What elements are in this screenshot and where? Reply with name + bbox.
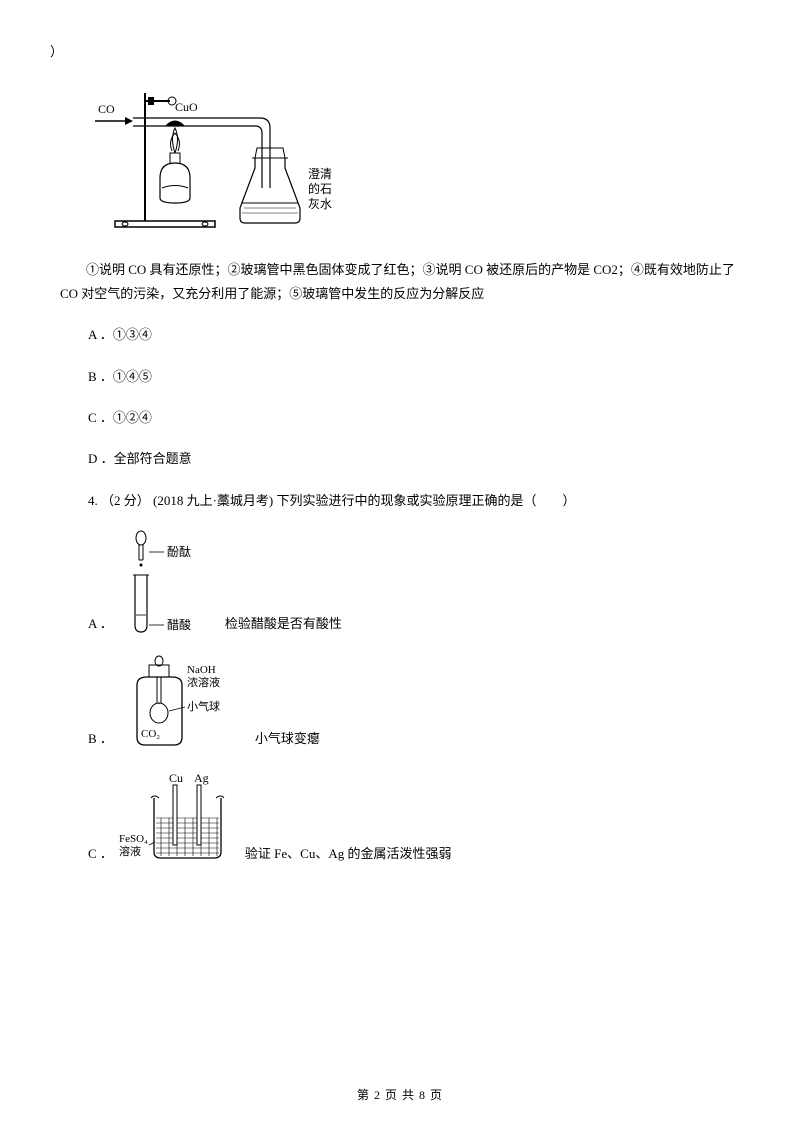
co-label: CO xyxy=(98,102,115,116)
svg-text:浓溶液: 浓溶液 xyxy=(187,675,220,689)
diagram-co-cuo: CO CuO 澄清 xyxy=(90,83,740,233)
opt-b-text: 小气球变瘪 xyxy=(255,727,320,750)
svg-text:小气球: 小气球 xyxy=(187,699,220,713)
svg-text:CO₂: CO₂ xyxy=(141,728,160,740)
opt-a-text: 检验醋酸是否有酸性 xyxy=(225,612,342,635)
q3-option-c: C ．①②④ xyxy=(88,406,740,429)
svg-text:酚酞: 酚酞 xyxy=(167,544,191,559)
page-footer: 第 2 页 共 8 页 xyxy=(0,1085,800,1107)
q4-option-b: B ． CO₂ NaOH 浓溶液 小气球 小气球变瘪 xyxy=(88,655,740,750)
lime-label-1: 澄清 xyxy=(308,166,332,181)
svg-text:溶液: 溶液 xyxy=(119,844,141,858)
svg-text:NaOH: NaOH xyxy=(187,664,216,676)
statements-text: ①说明 CO 具有还原性；②玻璃管中黑色固体变成了红色；③说明 CO 被还原后的… xyxy=(60,258,740,305)
svg-text:Ag: Ag xyxy=(194,771,209,785)
lime-label-3: 灰水 xyxy=(308,197,332,211)
cuo-label: CuO xyxy=(175,100,198,114)
opt-c-prefix: C ． xyxy=(88,842,113,865)
q4-option-a: A ． 酚酞 醋酸 检验醋酸是否有酸性 xyxy=(88,530,740,635)
diagram-opt-a: 酚酞 醋酸 xyxy=(119,530,219,635)
opt-c-text: 验证 Fe、Cu、Ag 的金属活泼性强弱 xyxy=(245,842,452,865)
lime-label-2: 的石 xyxy=(308,181,332,196)
svg-text:FeSO₄: FeSO₄ xyxy=(119,833,148,845)
hanging-paren: ） xyxy=(50,40,740,63)
q3-option-b: B ．①④⑤ xyxy=(88,365,740,388)
opt-b-prefix: B ． xyxy=(88,727,113,750)
q3-option-d: D ．全部符合题意 xyxy=(88,447,740,470)
diagram-opt-c: Cu Ag xyxy=(119,770,239,865)
q3-option-a: A ．①③④ xyxy=(88,323,740,346)
svg-text:醋酸: 醋酸 xyxy=(167,617,191,632)
opt-a-prefix: A ． xyxy=(88,612,113,635)
svg-text:Cu: Cu xyxy=(169,771,183,785)
diagram-opt-b: CO₂ NaOH 浓溶液 小气球 xyxy=(119,655,249,750)
q4-option-c: C ． Cu Ag xyxy=(88,770,740,865)
q4-stem: 4. （2 分） (2018 九上·藁城月考) 下列实验进行中的现象或实验原理正… xyxy=(88,489,740,512)
